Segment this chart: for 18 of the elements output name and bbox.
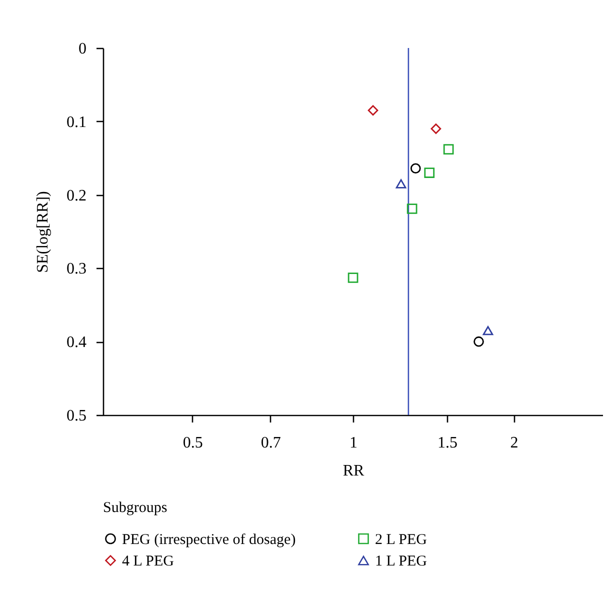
legend-title: Subgroups bbox=[103, 500, 168, 516]
y-tick-label: 0.4 bbox=[66, 334, 86, 352]
y-axis-title: SE(log[RR]) bbox=[34, 191, 52, 273]
legend-label: 1 L PEG bbox=[375, 554, 428, 570]
legend-label: 4 L PEG bbox=[122, 554, 174, 570]
y-tick-label: 0.1 bbox=[66, 114, 86, 131]
x-tick-label: 2 bbox=[510, 434, 518, 452]
x-tick-label: 0.5 bbox=[182, 434, 203, 452]
x-tick-label: 0.7 bbox=[260, 434, 281, 452]
legend-label: 2 L PEG bbox=[375, 532, 428, 548]
y-tick-label: 0.5 bbox=[66, 408, 86, 424]
y-tick-label: 0.2 bbox=[66, 187, 86, 204]
legend-label: PEG (irrespective of dosage) bbox=[122, 532, 296, 548]
y-tick-label: 0.3 bbox=[66, 260, 86, 278]
x-tick-label: 1.5 bbox=[438, 434, 458, 452]
y-tick-label: 0 bbox=[78, 40, 86, 58]
x-tick-label: 1 bbox=[350, 434, 358, 452]
x-axis-title: RR bbox=[342, 462, 364, 480]
